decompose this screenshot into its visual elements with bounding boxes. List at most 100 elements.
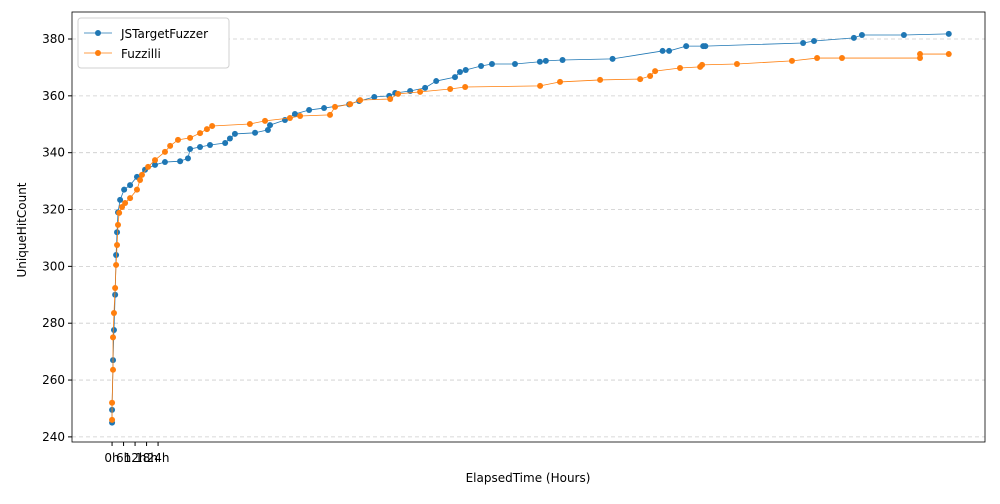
data-point bbox=[262, 117, 269, 124]
data-point bbox=[226, 135, 233, 142]
data-point bbox=[127, 195, 134, 202]
x-tick-label: 6h bbox=[116, 451, 131, 465]
data-point bbox=[433, 78, 440, 85]
data-point bbox=[267, 122, 274, 129]
data-point bbox=[110, 366, 117, 373]
data-point bbox=[115, 221, 122, 228]
data-point bbox=[609, 55, 616, 62]
x-tick-label: 12h bbox=[124, 451, 147, 465]
data-point bbox=[537, 82, 544, 89]
data-point bbox=[109, 399, 116, 406]
series bbox=[109, 51, 952, 423]
data-point bbox=[447, 86, 454, 93]
data-point bbox=[733, 61, 740, 68]
data-point bbox=[197, 130, 204, 137]
data-point bbox=[203, 126, 210, 133]
data-point bbox=[175, 136, 182, 143]
data-point bbox=[850, 34, 857, 41]
data-point bbox=[557, 78, 564, 85]
data-point bbox=[659, 47, 666, 54]
data-point bbox=[858, 32, 865, 39]
data-point bbox=[187, 145, 194, 152]
legend-marker bbox=[95, 30, 101, 36]
x-tick-label: 0h bbox=[104, 451, 119, 465]
data-point bbox=[113, 251, 120, 258]
data-point bbox=[647, 72, 654, 79]
y-tick-label: 240 bbox=[42, 430, 65, 444]
data-point bbox=[699, 61, 706, 68]
data-point bbox=[357, 97, 364, 104]
data-point bbox=[252, 129, 259, 136]
data-point bbox=[652, 68, 659, 75]
data-point bbox=[137, 176, 144, 183]
data-point bbox=[559, 57, 566, 64]
data-point bbox=[145, 163, 152, 170]
data-point bbox=[133, 186, 140, 193]
data-point bbox=[666, 47, 673, 54]
data-point bbox=[117, 196, 124, 203]
data-point bbox=[683, 43, 690, 50]
data-point bbox=[127, 182, 134, 189]
data-point bbox=[347, 101, 354, 108]
y-axis-label: UniqueHitCount bbox=[15, 182, 29, 277]
legend-box bbox=[77, 17, 230, 69]
data-point bbox=[321, 105, 328, 112]
data-point bbox=[839, 55, 846, 62]
data-point bbox=[121, 186, 128, 193]
data-point bbox=[702, 43, 709, 50]
data-point bbox=[152, 157, 158, 164]
plot-frame bbox=[71, 11, 986, 443]
y-tick-label: 360 bbox=[42, 89, 65, 103]
data-point bbox=[542, 57, 549, 64]
y-tick-label: 300 bbox=[42, 259, 65, 273]
data-point bbox=[286, 115, 293, 122]
data-point bbox=[114, 242, 121, 249]
data-point bbox=[138, 171, 145, 178]
data-point bbox=[788, 57, 795, 64]
data-point bbox=[109, 416, 116, 423]
x-tick-label: 24h bbox=[147, 451, 170, 465]
y-tick-label: 280 bbox=[42, 316, 65, 330]
data-point bbox=[291, 111, 298, 118]
data-point bbox=[113, 261, 120, 268]
legend-label: JSTargetFuzzer bbox=[120, 27, 208, 41]
data-point bbox=[945, 51, 952, 58]
data-point bbox=[177, 158, 184, 165]
data-point bbox=[161, 148, 168, 155]
data-point bbox=[297, 113, 304, 120]
data-point bbox=[462, 66, 469, 73]
data-point bbox=[488, 61, 495, 68]
data-point bbox=[395, 90, 402, 97]
y-tick-label: 340 bbox=[42, 146, 65, 160]
data-point bbox=[116, 209, 123, 216]
data-point bbox=[462, 84, 469, 91]
x-axis-label: ElapsedTime (Hours) bbox=[466, 471, 591, 485]
data-point bbox=[306, 107, 313, 114]
data-point bbox=[597, 76, 604, 83]
data-point bbox=[110, 334, 117, 341]
legend-label: Fuzzilli bbox=[121, 47, 161, 61]
data-point bbox=[536, 58, 543, 65]
data-point bbox=[677, 64, 684, 71]
data-point bbox=[222, 140, 229, 147]
data-point bbox=[917, 51, 924, 58]
x-tick-label: 18h bbox=[135, 451, 158, 465]
data-point bbox=[264, 126, 271, 133]
data-point bbox=[246, 120, 253, 127]
data-point bbox=[417, 88, 424, 95]
y-tick-label: 260 bbox=[42, 373, 65, 387]
data-point bbox=[800, 39, 807, 46]
data-point bbox=[811, 37, 818, 44]
data-point bbox=[114, 229, 121, 236]
y-tick-label: 320 bbox=[42, 203, 65, 217]
data-point bbox=[371, 93, 378, 100]
data-point bbox=[110, 309, 117, 316]
data-point bbox=[422, 84, 429, 91]
data-point bbox=[209, 122, 216, 129]
data-point bbox=[122, 199, 129, 206]
data-point bbox=[231, 130, 238, 137]
legend-marker bbox=[95, 50, 101, 56]
data-point bbox=[637, 76, 644, 83]
